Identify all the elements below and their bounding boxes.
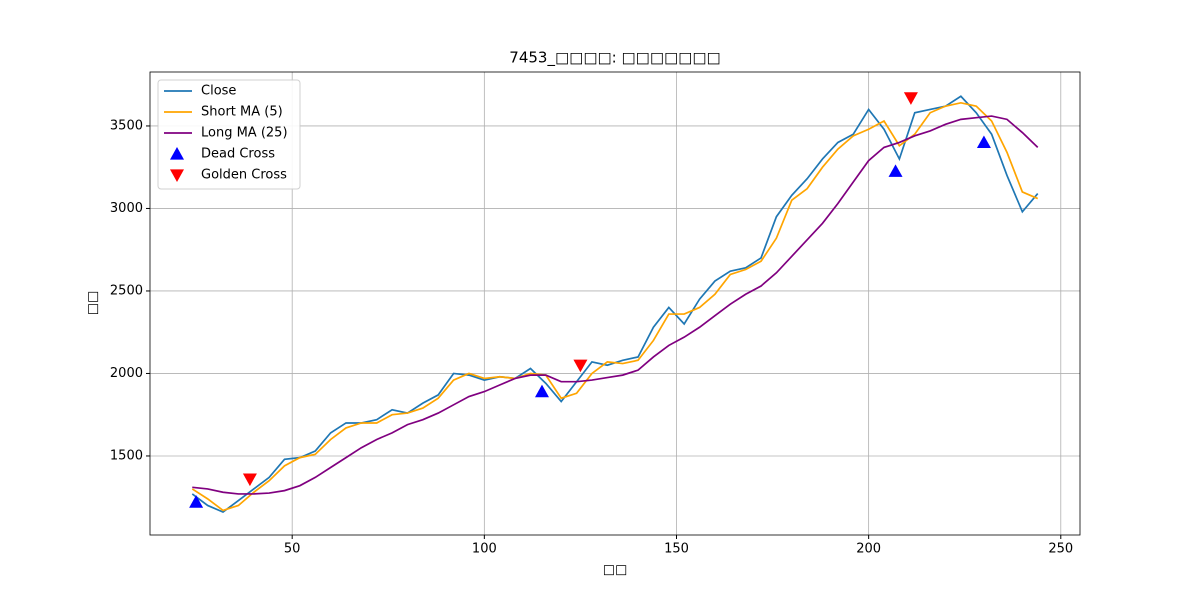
legend-box: [157, 79, 301, 190]
cross-marker: [573, 359, 588, 373]
legend-label: Long MA (25): [201, 126, 288, 141]
legend-label: Golden Cross: [201, 168, 287, 183]
x-tick-label: 150: [664, 542, 689, 557]
legend-swatch: [170, 169, 184, 182]
y-tick-label: 2500: [110, 283, 143, 298]
series-line: [192, 115, 1039, 495]
legend-label: Dead Cross: [201, 147, 275, 162]
cross-marker: [976, 135, 991, 149]
cross-marker: [888, 164, 903, 177]
y-tick-label: 1500: [110, 448, 143, 463]
cross-marker: [242, 473, 257, 487]
cross-marker: [534, 384, 549, 398]
x-tick-label: 100: [472, 542, 497, 557]
x-axis-label: □□: [603, 563, 628, 578]
series-line: [191, 101, 1039, 512]
cross-marker: [189, 495, 204, 508]
x-tick-label: 200: [856, 542, 881, 557]
y-tick-label: 2000: [110, 366, 143, 381]
plot-frame: [149, 71, 1081, 536]
x-tick-label: 250: [1048, 542, 1073, 557]
x-tick-label: 50: [284, 542, 301, 557]
y-tick-label: 3000: [110, 201, 143, 216]
legend-label: Close: [201, 84, 236, 99]
legend-label: Short MA (5): [201, 105, 283, 120]
cross-marker: [903, 92, 918, 105]
y-tick-label: 3500: [110, 118, 143, 133]
legend-swatch: [170, 147, 184, 160]
chart-title: 7453_□□□□: □□□□□□□: [509, 49, 720, 68]
y-axis-label: □□: [86, 291, 101, 316]
